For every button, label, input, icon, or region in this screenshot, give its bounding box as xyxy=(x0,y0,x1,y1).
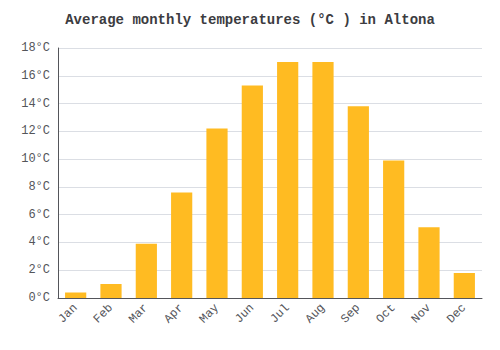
svg-text:Nov: Nov xyxy=(409,301,434,326)
svg-text:Dec: Dec xyxy=(444,301,469,326)
svg-text:10°C: 10°C xyxy=(21,152,50,166)
svg-text:Oct: Oct xyxy=(373,301,398,326)
svg-text:16°C: 16°C xyxy=(21,69,50,83)
svg-text:Average monthly temperatures (: Average monthly temperatures (°C ) in Al… xyxy=(65,12,435,28)
svg-text:Mar: Mar xyxy=(126,301,151,326)
svg-text:6°C: 6°C xyxy=(28,208,50,222)
svg-text:0°C: 0°C xyxy=(28,291,50,305)
svg-text:2°C: 2°C xyxy=(28,263,50,277)
svg-text:Feb: Feb xyxy=(91,301,116,326)
svg-text:Aug: Aug xyxy=(303,301,328,326)
svg-text:Jul: Jul xyxy=(267,301,292,326)
svg-text:18°C: 18°C xyxy=(21,41,50,55)
svg-text:14°C: 14°C xyxy=(21,97,50,111)
svg-text:May: May xyxy=(197,301,222,326)
svg-text:8°C: 8°C xyxy=(28,180,50,194)
svg-text:4°C: 4°C xyxy=(28,235,50,249)
svg-text:Sep: Sep xyxy=(338,301,363,326)
svg-text:12°C: 12°C xyxy=(21,124,50,138)
svg-text:Jan: Jan xyxy=(55,301,80,326)
svg-text:Jun: Jun xyxy=(232,301,257,326)
svg-text:Apr: Apr xyxy=(161,301,186,326)
